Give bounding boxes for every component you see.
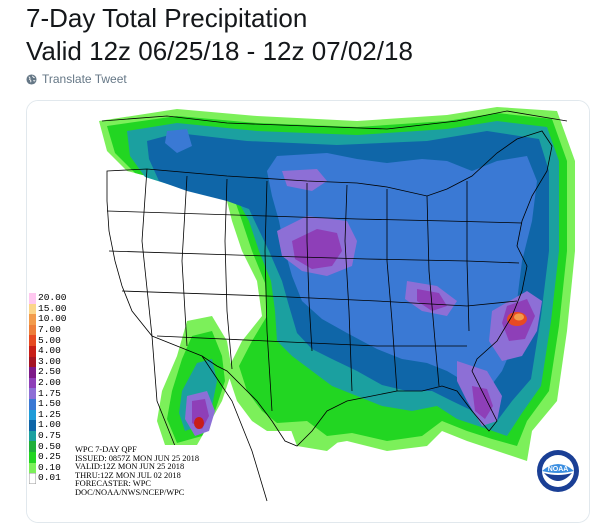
precipitation-legend: 20.00 15.00 10.00 7.00 5.00 4.00 3.00 2.50 2.00 1… xyxy=(29,293,73,484)
tweet-line-2: Valid 12z 06/25/18 - 12z 07/02/18 xyxy=(26,36,413,66)
legend-label: 3.00 xyxy=(38,355,61,367)
legend-row: 1.00 xyxy=(29,420,73,431)
legend-label: 2.50 xyxy=(38,366,61,378)
legend-row: 0.50 xyxy=(29,441,73,452)
precipitation-map xyxy=(27,101,589,522)
precip-light-blue-band xyxy=(165,129,537,391)
legend-row: 3.00 xyxy=(29,355,73,368)
legend-swatch xyxy=(29,324,36,336)
noaa-logo-text: NOAA xyxy=(548,466,569,473)
legend-swatch xyxy=(29,441,36,452)
legend-label: 0.10 xyxy=(38,461,61,473)
translate-tweet-link[interactable]: Translate Tweet xyxy=(26,72,127,86)
info-line-2: ISSUED: 0857Z MON JUN 25 2018 xyxy=(75,453,200,463)
legend-row: 5.00 xyxy=(29,335,73,346)
legend-row: 7.00 xyxy=(29,325,73,336)
legend-swatch xyxy=(29,293,36,304)
legend-swatch xyxy=(29,345,36,357)
legend-row: 15.00 xyxy=(29,302,73,315)
legend-row: 20.00 xyxy=(29,293,73,304)
legend-swatch xyxy=(29,430,36,442)
legend-swatch xyxy=(29,388,36,399)
legend-row: 4.00 xyxy=(29,346,73,357)
legend-label: 20.00 xyxy=(38,292,67,304)
tweet-image[interactable]: 20.00 15.00 10.00 7.00 5.00 4.00 3.00 2.50 2.00 1… xyxy=(26,100,590,523)
legend-row: 0.25 xyxy=(29,452,73,463)
legend-swatch xyxy=(29,398,36,410)
legend-label: 15.00 xyxy=(38,302,67,314)
globe-icon xyxy=(26,73,37,85)
legend-label: 5.00 xyxy=(38,334,61,346)
forecast-info-box: WPC 7-DAY QPF ISSUED: 0857Z MON JUN 25 2… xyxy=(73,445,243,513)
legend-label: 10.00 xyxy=(38,313,67,325)
legend-row: 10.00 xyxy=(29,314,73,325)
legend-label: 7.00 xyxy=(38,324,61,336)
legend-row: 0.01 xyxy=(29,473,73,484)
noaa-logo: NOAA xyxy=(537,450,579,492)
info-line-4: THRU:12Z MON JUL 02 2018 xyxy=(75,470,181,480)
legend-row: 1.75 xyxy=(29,388,73,399)
tweet-text: 7-Day Total Precipitation Valid 12z 06/2… xyxy=(26,2,413,68)
legend-label: 0.75 xyxy=(38,430,61,442)
info-line-3: VALID:12Z MON JUN 25 2018 xyxy=(75,462,185,472)
legend-label: 2.00 xyxy=(38,377,61,389)
legend-label: 0.25 xyxy=(38,451,61,463)
legend-label: 0.01 xyxy=(38,472,61,484)
legend-swatch xyxy=(29,314,36,325)
info-line-5: FORECASTER: WPC xyxy=(75,479,151,489)
legend-swatch xyxy=(29,451,36,463)
legend-swatch xyxy=(29,462,36,474)
legend-swatch xyxy=(29,377,36,389)
legend-row: 2.00 xyxy=(29,378,73,389)
legend-swatch xyxy=(29,409,36,421)
legend-swatch xyxy=(29,473,36,484)
map-borders xyxy=(101,110,568,512)
legend-label: 1.00 xyxy=(38,419,61,431)
legend-row: 0.10 xyxy=(29,461,73,474)
legend-swatch xyxy=(29,335,36,346)
legend-label: 4.00 xyxy=(38,345,61,357)
legend-swatch xyxy=(29,356,36,368)
legend-row: 0.75 xyxy=(29,431,73,442)
legend-label: 1.75 xyxy=(38,387,61,399)
legend-row: 1.25 xyxy=(29,408,73,421)
legend-swatch xyxy=(29,420,36,431)
legend-swatch xyxy=(29,367,36,378)
info-line-1: WPC 7-DAY QPF xyxy=(75,445,137,454)
tweet-line-1: 7-Day Total Precipitation xyxy=(26,3,308,33)
info-line-6: DOC/NOAA/NWS/NCEP/WPC xyxy=(75,487,185,497)
translate-label: Translate Tweet xyxy=(42,72,127,86)
legend-label: 0.50 xyxy=(38,440,61,452)
legend-label: 1.25 xyxy=(38,408,61,420)
legend-row: 1.50 xyxy=(29,399,73,410)
legend-label: 1.50 xyxy=(38,398,61,410)
legend-swatch xyxy=(29,303,36,315)
legend-row: 2.50 xyxy=(29,367,73,378)
